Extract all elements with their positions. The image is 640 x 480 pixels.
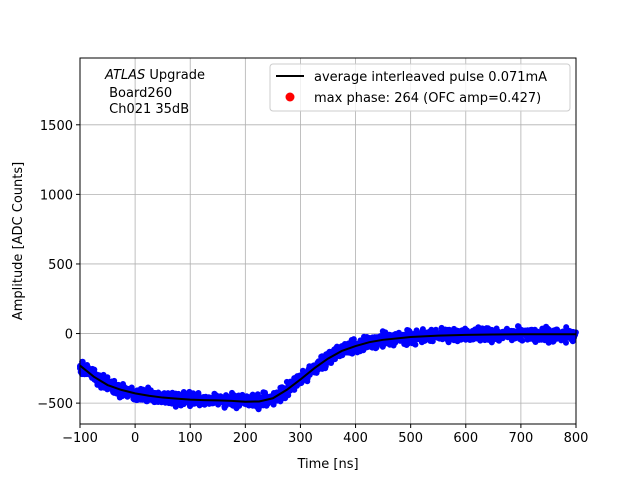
scatter-point bbox=[405, 330, 411, 336]
scatter-point bbox=[462, 336, 469, 343]
x-tick-label: 500 bbox=[398, 431, 423, 446]
scatter-point bbox=[550, 337, 557, 344]
scatter-point bbox=[453, 327, 460, 334]
legend-entry-max-phase: max phase: 264 (OFC amp=0.427) bbox=[314, 91, 541, 106]
x-tick-label: 200 bbox=[233, 431, 258, 446]
average-pulse-line bbox=[79, 333, 576, 403]
scatter-point bbox=[510, 328, 517, 334]
scatter-point bbox=[334, 343, 340, 350]
scatter-point bbox=[429, 329, 436, 336]
scatter-point bbox=[322, 353, 329, 360]
x-tick-label: 600 bbox=[453, 431, 478, 446]
y-tick-label: 1000 bbox=[40, 188, 73, 203]
scatter-point bbox=[533, 328, 539, 335]
scatter-point bbox=[304, 375, 311, 382]
scatter-point bbox=[545, 339, 552, 346]
scatter-point bbox=[147, 387, 154, 394]
scatter-point bbox=[243, 393, 250, 400]
annotation: ATLAS Upgrade Board260 Ch021 35dB bbox=[104, 68, 205, 117]
scatter-point bbox=[134, 387, 141, 394]
scatter-point bbox=[379, 328, 386, 335]
scatter-point bbox=[111, 389, 118, 396]
x-tick-label: 100 bbox=[178, 431, 203, 446]
scatter-point bbox=[563, 339, 569, 346]
scatter-point bbox=[361, 333, 367, 340]
scatter-point bbox=[494, 334, 501, 341]
axis-ticks: −100 0 100 200 300 400 500 600 700 800 −500 0 500 100… bbox=[37, 119, 588, 446]
scatter-point bbox=[299, 367, 306, 374]
scatter-point bbox=[195, 400, 202, 407]
scatter-point bbox=[96, 372, 103, 379]
scatter-point bbox=[486, 328, 493, 335]
scatter-point bbox=[135, 394, 142, 401]
scatter-point bbox=[535, 335, 542, 342]
scatter-point bbox=[351, 339, 358, 346]
scatter-point bbox=[277, 398, 284, 405]
x-tick-label: 800 bbox=[564, 431, 589, 446]
annotation-line1: Upgrade bbox=[145, 68, 205, 83]
atlas-label: ATLAS bbox=[104, 68, 145, 83]
scatter-point bbox=[427, 338, 434, 344]
x-tick-label: 700 bbox=[508, 431, 533, 446]
scatter-point bbox=[569, 338, 576, 345]
plot-frame bbox=[79, 57, 577, 425]
scatter-point bbox=[249, 391, 256, 398]
scatter-point bbox=[188, 401, 195, 408]
x-tick-label: 0 bbox=[131, 431, 139, 446]
x-tick-label: −100 bbox=[62, 431, 98, 446]
scatter-point bbox=[151, 399, 158, 406]
scatter-point bbox=[557, 334, 563, 341]
scatter-point bbox=[380, 342, 386, 349]
y-tick-label: 0 bbox=[65, 328, 73, 343]
scatter-point bbox=[457, 336, 464, 343]
legend-marker-swatch bbox=[285, 92, 295, 102]
scatter-point bbox=[278, 384, 285, 391]
scatter-point bbox=[390, 342, 397, 349]
scatter-point bbox=[518, 336, 525, 343]
annotation-line2: Board260 bbox=[105, 86, 172, 101]
scatter-point bbox=[221, 404, 228, 411]
legend: average interleaved pulse 0.071mA max ph… bbox=[269, 63, 571, 112]
y-tick-label: 1500 bbox=[40, 119, 73, 134]
scatter-point bbox=[121, 391, 128, 398]
scatter-point bbox=[94, 381, 101, 388]
legend-entry-average: average interleaved pulse 0.071mA bbox=[314, 70, 547, 85]
scatter-point bbox=[507, 334, 514, 341]
scatter-point bbox=[479, 325, 486, 332]
scatter-point bbox=[354, 345, 361, 352]
annotation-line3: Ch021 35dB bbox=[105, 102, 189, 117]
scatter-point bbox=[500, 328, 506, 335]
x-axis-label: Time [ns] bbox=[296, 457, 358, 472]
x-tick-label: 300 bbox=[288, 431, 313, 446]
scatter-point bbox=[190, 390, 197, 397]
y-axis-label: Amplitude [ADC Counts] bbox=[11, 162, 26, 320]
y-tick-label: −500 bbox=[37, 397, 73, 412]
x-tick-label: 400 bbox=[343, 431, 368, 446]
scatter-point bbox=[526, 327, 533, 334]
scatter-point bbox=[263, 400, 270, 407]
scatter-point bbox=[489, 337, 496, 343]
y-tick-label: 500 bbox=[48, 258, 73, 273]
svg-text:ATLAS Upgrade: ATLAS Upgrade bbox=[104, 68, 205, 83]
scatter-point bbox=[178, 400, 185, 407]
scatter-point bbox=[372, 344, 379, 351]
scatter-point bbox=[542, 324, 549, 331]
scatter-samples bbox=[77, 323, 579, 413]
